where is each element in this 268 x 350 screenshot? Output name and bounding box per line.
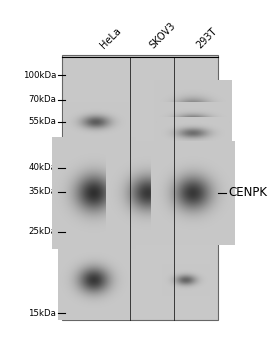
Text: 55kDa: 55kDa [28, 118, 56, 126]
Text: 293T: 293T [195, 26, 219, 50]
Text: CENPK: CENPK [228, 187, 267, 199]
Text: 40kDa: 40kDa [28, 163, 56, 173]
Bar [62, 55, 218, 320]
Text: 35kDa: 35kDa [28, 188, 56, 196]
Text: 70kDa: 70kDa [28, 96, 56, 105]
Text: 25kDa: 25kDa [28, 228, 56, 237]
Text: SKOV3: SKOV3 [148, 20, 178, 50]
Text: HeLa: HeLa [98, 25, 123, 50]
Text: 15kDa: 15kDa [28, 308, 56, 317]
Text: 100kDa: 100kDa [23, 70, 56, 79]
